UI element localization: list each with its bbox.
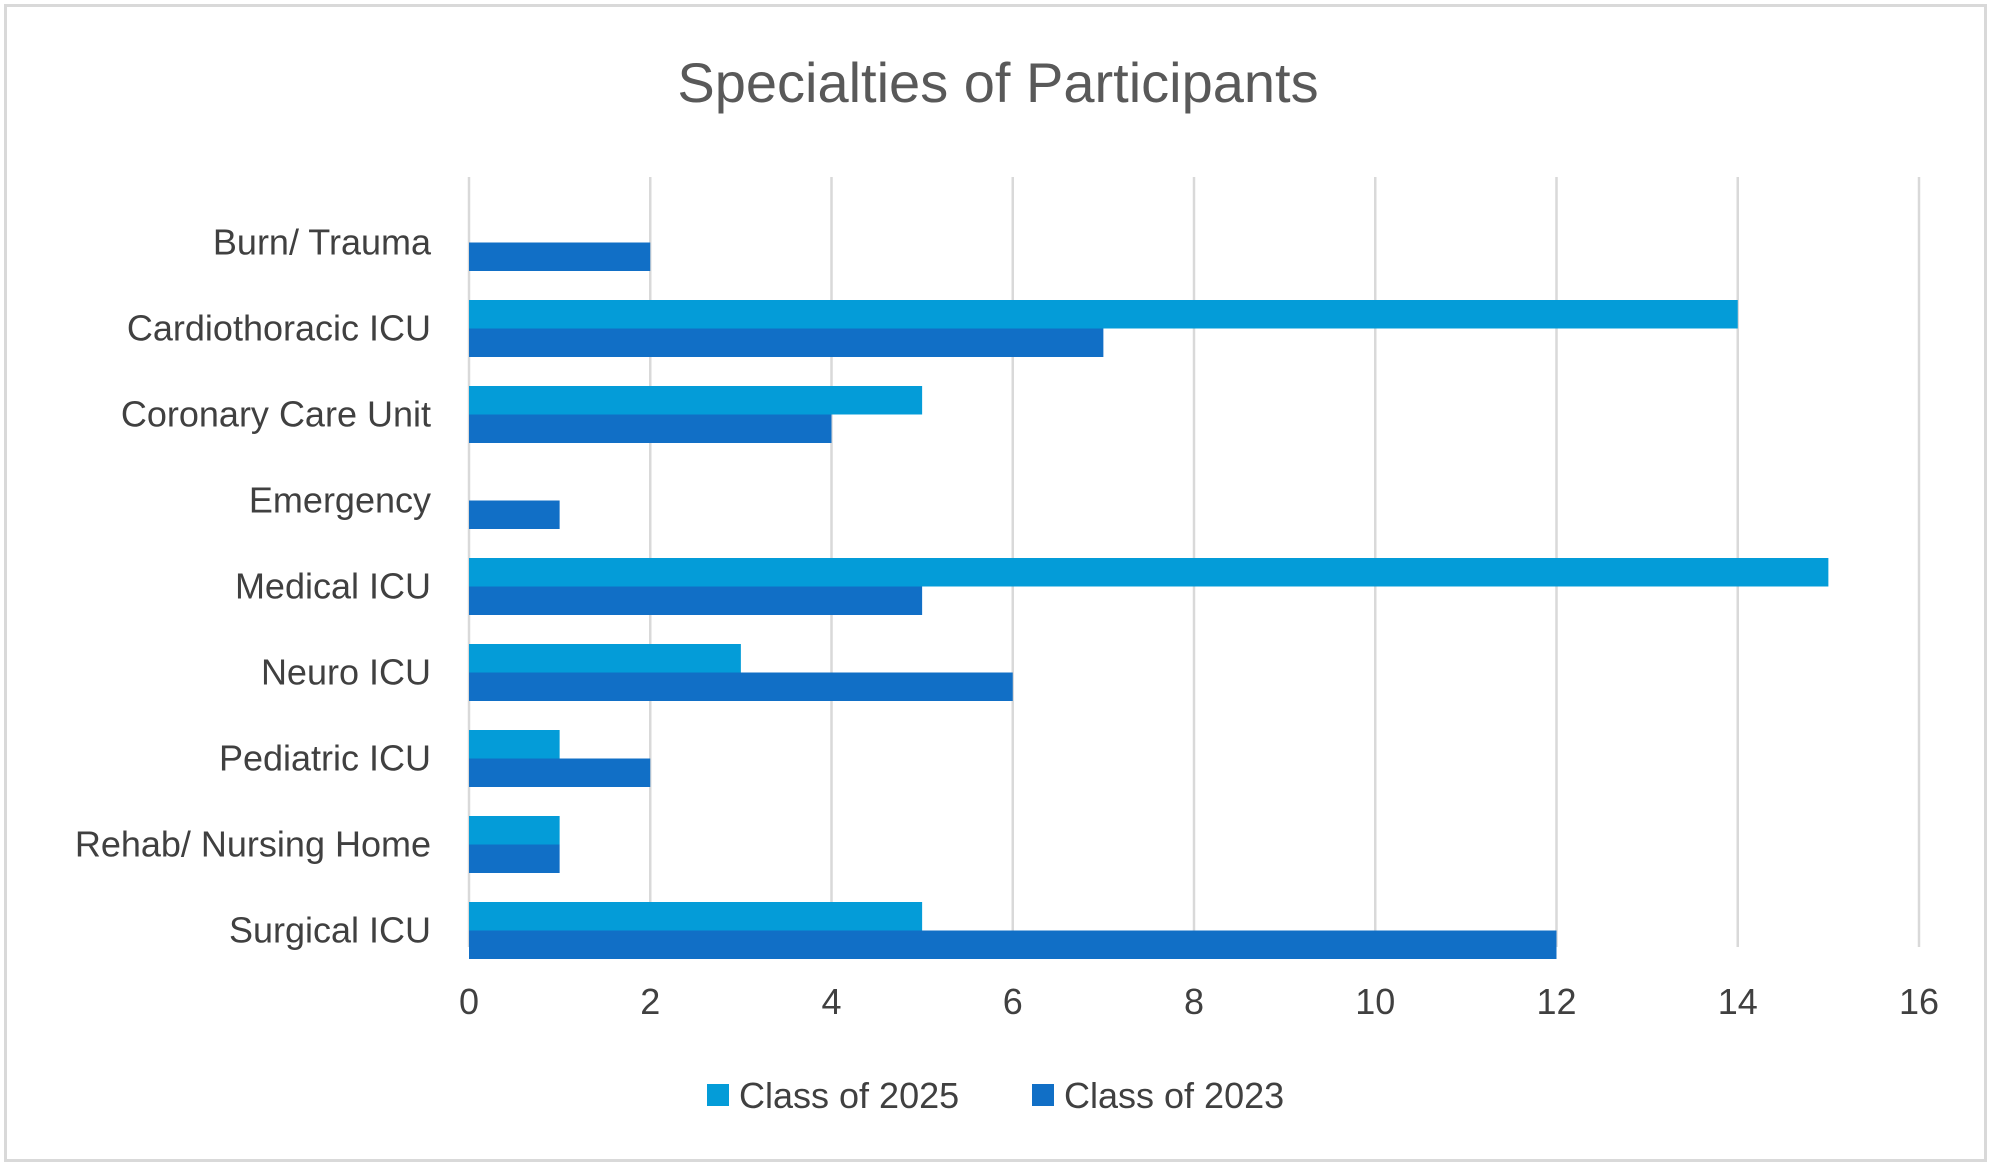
x-tick-label: 8 — [1184, 981, 1204, 1022]
category-label: Rehab/ Nursing Home — [75, 824, 431, 865]
bar-class-of-2023 — [469, 414, 832, 443]
category-label: Neuro ICU — [261, 652, 431, 693]
x-tick-label: 0 — [459, 981, 479, 1022]
bar-class-of-2025 — [469, 730, 560, 759]
bar-class-of-2025 — [469, 902, 923, 931]
category-label: Pediatric ICU — [219, 738, 431, 779]
legend-swatch — [707, 1084, 729, 1106]
bar-class-of-2023 — [469, 328, 1104, 357]
bar-class-of-2023 — [469, 242, 651, 271]
category-label: Burn/ Trauma — [213, 222, 432, 263]
x-axis-tick-labels: 0 2 4 6 8 10 12 14 16 — [459, 981, 1939, 1022]
chart-frame: Specialties of Participants Burn/ Trauma… — [4, 4, 1987, 1162]
bar-class-of-2023 — [469, 586, 923, 615]
x-tick-label: 12 — [1536, 981, 1576, 1022]
x-tick-label: 10 — [1355, 981, 1395, 1022]
category-label: Surgical ICU — [229, 910, 431, 951]
x-tick-label: 16 — [1899, 981, 1939, 1022]
legend-swatch — [1032, 1084, 1054, 1106]
category-label: Emergency — [249, 480, 431, 521]
bars — [469, 242, 1829, 959]
bar-class-of-2023 — [469, 500, 560, 529]
bar-class-of-2025 — [469, 558, 1829, 587]
category-label: Cardiothoracic ICU — [127, 308, 431, 349]
bar-class-of-2025 — [469, 644, 741, 673]
bar-class-of-2023 — [469, 672, 1013, 701]
bar-class-of-2025 — [469, 300, 1738, 329]
bar-chart: Specialties of Participants Burn/ Trauma… — [75, 51, 1939, 1116]
chart-title: Specialties of Participants — [677, 51, 1318, 114]
category-label: Coronary Care Unit — [121, 394, 431, 435]
legend: Class of 2025 Class of 2023 — [707, 1075, 1284, 1116]
bar-class-of-2023 — [469, 844, 560, 873]
x-tick-label: 14 — [1718, 981, 1758, 1022]
bar-class-of-2023 — [469, 930, 1557, 959]
bar-class-of-2025 — [469, 386, 923, 415]
category-label: Medical ICU — [235, 566, 431, 607]
x-tick-label: 4 — [821, 981, 841, 1022]
category-labels: Burn/ Trauma Cardiothoracic ICU Coronary C… — [75, 222, 432, 951]
x-tick-label: 2 — [640, 981, 660, 1022]
bar-class-of-2025 — [469, 816, 560, 845]
x-tick-label: 6 — [1003, 981, 1023, 1022]
legend-label: Class of 2023 — [1064, 1075, 1284, 1116]
legend-label: Class of 2025 — [739, 1075, 959, 1116]
bar-class-of-2023 — [469, 758, 651, 787]
